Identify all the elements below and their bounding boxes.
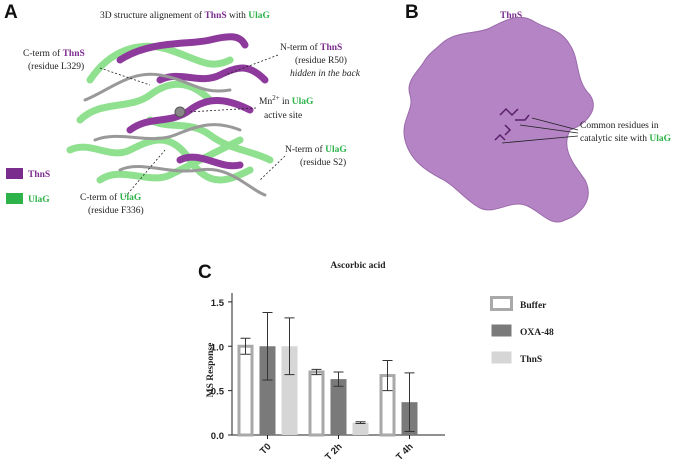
annotation: active site [264, 111, 302, 121]
legend-swatch [491, 351, 512, 364]
y-axis-label: MS Response [206, 343, 216, 398]
error-bar [382, 359, 393, 392]
bar [308, 370, 325, 437]
panel-title: 3D structure alignement of ThnS with Ula… [100, 10, 271, 21]
legend-swatch [6, 168, 23, 179]
bar [259, 346, 276, 435]
y-tick-label: 0.5 [211, 387, 225, 398]
panel-label: B [405, 2, 419, 23]
annotation: C-term of UlaG [80, 192, 142, 203]
legend-swatch [490, 296, 513, 311]
annotation: (residue R50) [295, 55, 347, 66]
annotation: hidden in the back [290, 69, 361, 79]
legend-label: ThnS [28, 170, 50, 180]
annotation: N-term of UlaG [285, 144, 347, 155]
annotation: (residue F336) [88, 205, 144, 216]
x-tick-label: T 4h [394, 441, 416, 463]
bar [281, 346, 298, 435]
y-tick-label: 1.0 [211, 342, 224, 353]
legend-label: Buffer [520, 301, 547, 311]
annotation: N-term of ThnS [280, 42, 342, 53]
catalytic-residues [494, 107, 530, 141]
y-tick-label: 1.5 [211, 298, 225, 309]
panel-title: ThnS [500, 11, 522, 21]
legend-label: ThnS [520, 355, 542, 365]
error-bar [311, 368, 322, 376]
error-bar [404, 372, 415, 432]
pointer [501, 117, 579, 144]
bar [330, 379, 347, 435]
x-tick-label: T 2h [323, 441, 345, 463]
error-bar [355, 421, 366, 424]
legend-swatch [6, 193, 23, 204]
x-tick-label: T0 [258, 441, 274, 457]
bar [237, 344, 254, 437]
error-bar [284, 317, 295, 376]
annotation: (residue S2) [300, 157, 346, 168]
legend-label: UlaG [28, 195, 50, 205]
annotation: catalytic site with UlaG [580, 134, 672, 144]
annotation: C-term of ThnS [23, 48, 85, 59]
panel-label: A [4, 2, 18, 23]
y-tick-label: 0.0 [211, 431, 224, 442]
annotation: Mn2+ in UlaG [259, 94, 314, 107]
annotation: (residue L329) [28, 61, 84, 72]
error-bar [240, 337, 251, 355]
chart-title: Ascorbic acid [330, 261, 386, 271]
protein-ribbons [66, 33, 286, 198]
annotation: Common residues in [580, 121, 659, 131]
legend-swatch [491, 324, 512, 337]
bar [352, 422, 369, 435]
legend-label: OXA-48 [520, 328, 554, 338]
error-bar [262, 312, 273, 381]
error-bar [333, 371, 344, 387]
protein-surface [403, 16, 594, 223]
panel-label: C [198, 262, 212, 283]
